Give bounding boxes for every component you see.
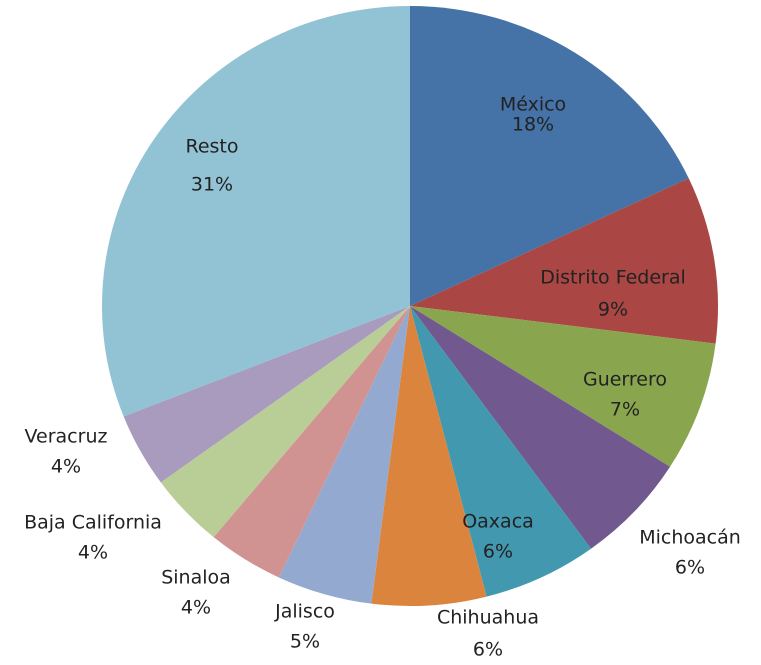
pie-slice [123, 306, 410, 483]
slice-value-label: 7% [610, 399, 640, 421]
slice-label: Resto [185, 136, 238, 158]
slice-label: Oaxaca [462, 511, 534, 533]
slice-label: Chihuahua [437, 607, 539, 629]
slice-label: Distrito Federal [540, 267, 686, 289]
slice-label: Jalisco [274, 601, 335, 623]
slice-label: Guerrero [583, 369, 667, 391]
slice-value-label: 31% [191, 174, 233, 196]
slice-value-label: 18% [512, 114, 554, 136]
pie-slice [371, 306, 487, 606]
slice-value-label: 5% [290, 631, 320, 653]
slice-label: México [500, 94, 566, 116]
slice-label: Michoacán [639, 527, 741, 549]
slice-value-label: 6% [483, 541, 513, 563]
pie-slice [278, 306, 410, 604]
pie-slice [101, 6, 410, 417]
slice-label: Baja California [24, 512, 162, 534]
slice-value-label: 6% [675, 557, 705, 579]
slice-value-label: 9% [598, 299, 628, 321]
slice-value-label: 4% [78, 542, 108, 564]
slice-label: Sinaloa [161, 567, 231, 589]
pie-slice [410, 6, 689, 306]
pie-slice [410, 178, 718, 344]
pie-slice [410, 306, 592, 597]
pie-slice [410, 306, 671, 549]
slice-value-label: 4% [51, 456, 81, 478]
pie-slice [160, 306, 410, 538]
slice-value-label: 4% [181, 597, 211, 619]
pie-slice [410, 306, 716, 467]
slice-value-label: 6% [473, 639, 503, 661]
pie-slice [213, 306, 410, 578]
slice-label: Veracruz [25, 426, 108, 448]
